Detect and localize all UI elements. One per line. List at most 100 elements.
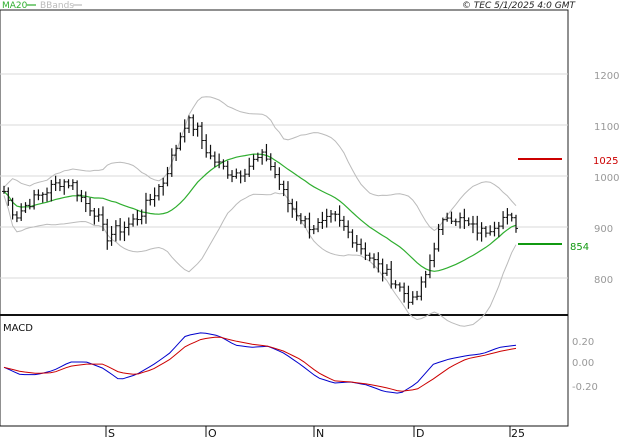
macd-line [3,332,517,394]
x-ticks-layer [105,426,511,437]
y-tick-1100: 1100 [594,122,619,133]
price-bar [449,211,454,225]
price-bar [75,180,80,202]
price-bar [294,201,299,221]
price-bar [208,144,213,160]
price-bar [234,168,239,179]
macd-label: MACD [3,323,33,334]
price-bar [483,226,488,238]
price-bar [83,191,88,213]
price-bar [501,211,506,230]
price-bar [14,211,19,223]
price-bar [492,221,497,237]
price-bar [187,115,192,134]
price-bar [40,192,45,203]
price-bar [148,193,153,206]
price-bar [389,260,394,289]
price-bar [303,215,308,228]
y-tick-800: 800 [594,275,613,286]
macd-panel [0,314,569,427]
price-bar [57,178,62,192]
source-caption: © TEC 5/1/2025 4:0 GMT [462,1,577,11]
legend-bbands-label: BBands [40,1,74,11]
ma20-layer [3,153,517,272]
price-bar [410,291,415,305]
price-bar [440,217,445,235]
price-bar [328,209,333,223]
price-bar [350,229,355,248]
price-bar [363,242,368,261]
price-bar [126,217,131,236]
price-bar [152,187,157,207]
price-bar [45,187,50,202]
price-bar [514,214,518,233]
price-bar [70,179,75,190]
price-bar [79,189,84,203]
price-bar [397,282,402,292]
price-bar [174,144,179,161]
price-bar [509,212,514,222]
price-bar [212,151,217,168]
price-bar [341,215,346,231]
macd-y-tick-000: 0.00 [572,358,594,369]
bbands-layer [3,96,517,327]
price-bar [496,221,501,238]
price-bar [32,189,37,210]
target-level-label: 1025 [593,156,618,167]
legend-ma20-label: MA20 [2,1,28,11]
price-bar [251,154,256,170]
macd-lines-layer [3,332,517,394]
price-bar [109,225,114,246]
price-bar [178,132,183,151]
price-bar [156,184,161,201]
y-tick-1000: 1000 [594,173,619,184]
price-bar [2,185,6,194]
price-bar [402,282,407,303]
price-bar [264,143,269,162]
signal-line [3,336,517,392]
price-bar [238,170,243,184]
price-bar [290,198,295,218]
price-bar [268,153,273,171]
price-bar [135,210,140,226]
price-bar [122,221,127,242]
price-bar [92,207,97,225]
price-bar [182,119,187,143]
price-bars-layer [2,114,518,309]
price-bar [298,213,303,225]
price-bar [453,218,458,226]
price-bar [195,122,200,137]
price-bar [324,208,329,228]
price-bar [27,198,32,210]
price-bar [316,218,321,233]
price-bar [96,208,101,222]
price-bar [372,253,377,269]
price-bar [105,218,110,250]
price-bar [139,209,144,225]
price-bar [320,211,325,229]
price-bar [10,197,15,220]
price-bar [376,252,381,273]
price-bar [255,152,260,162]
price-bar [475,215,480,241]
price-bar [419,276,424,301]
price-bar [393,280,398,289]
price-bar [6,187,11,206]
price-bar [165,166,170,187]
ma20-line [3,153,517,272]
price-bar [247,157,252,177]
price-bar [432,242,437,268]
price-bar [204,134,209,158]
price-bar [415,290,420,301]
price-bar [479,222,484,242]
y-tick-900: 900 [594,224,613,235]
price-bar [118,218,123,241]
price-bar [445,212,450,222]
price-bar [199,121,204,150]
price-bar [354,234,359,252]
price-bar [307,212,312,239]
price-bar [23,202,28,213]
bbands-lower-line [3,192,517,327]
support-level-label: 854 [570,242,589,253]
